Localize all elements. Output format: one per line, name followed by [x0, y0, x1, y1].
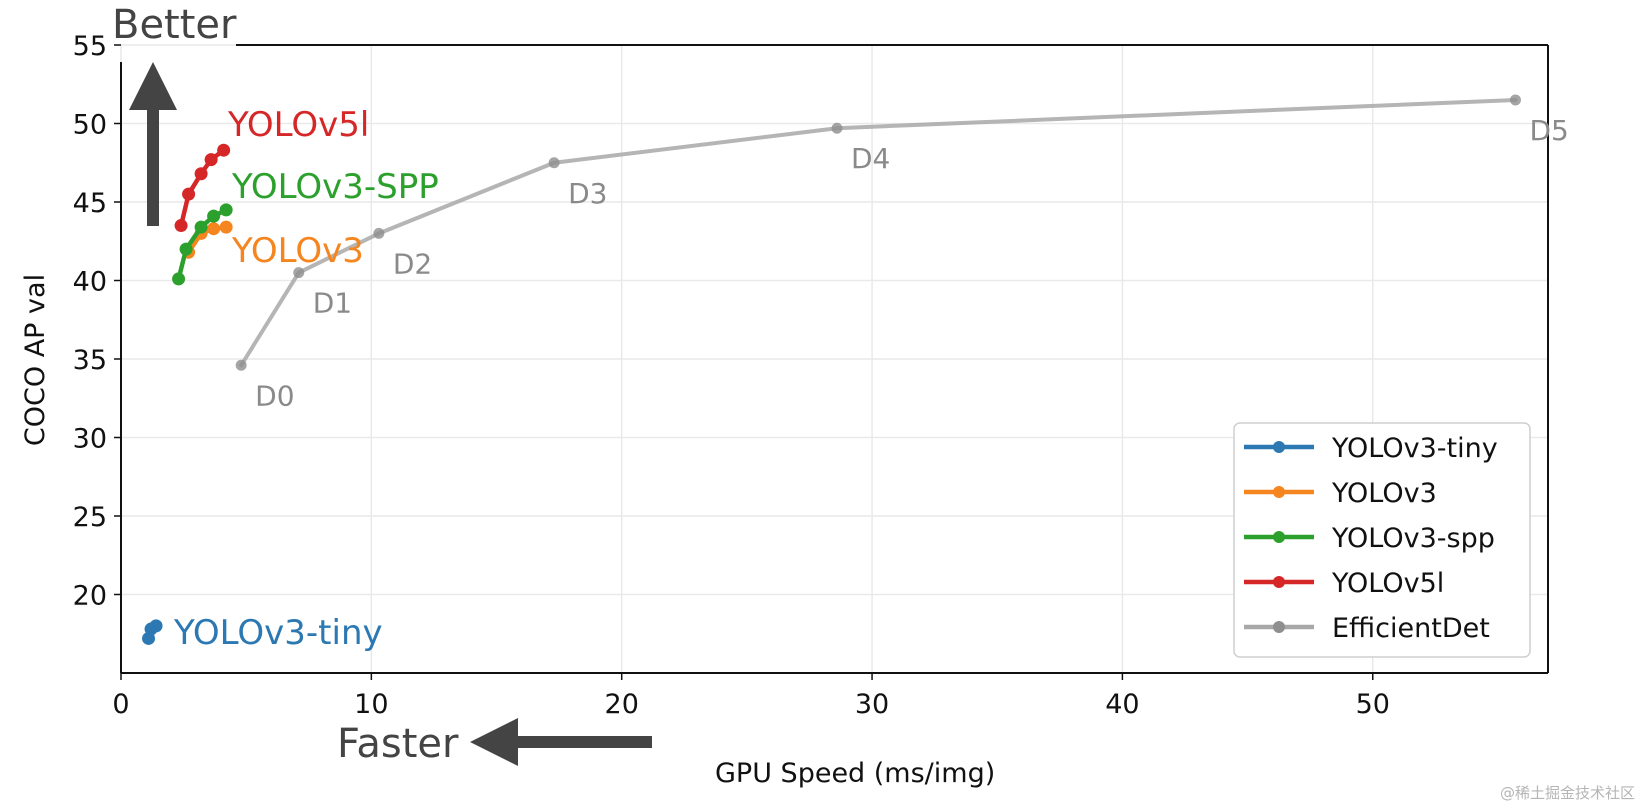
series-line-efficientdet [239, 97, 1518, 368]
data-point-yolov3 [219, 220, 233, 234]
y-tick-label: 20 [73, 581, 107, 612]
x-tick-label: 10 [354, 689, 388, 720]
y-tick-label: 40 [73, 267, 107, 298]
y-axis-label: COCO AP val [20, 274, 51, 446]
legend-swatch-marker [1273, 621, 1285, 633]
faster-label: Faster [337, 721, 459, 767]
series-inline-label: YOLOv3 [231, 231, 364, 271]
y-tick-label: 30 [73, 424, 107, 455]
y-tick-label: 50 [73, 110, 107, 141]
legend-swatch-marker [1273, 531, 1285, 543]
legend-entry-label: YOLOv3-tiny [1331, 433, 1498, 464]
data-point-efficientdet [235, 359, 247, 371]
x-tick-label: 0 [112, 689, 129, 720]
legend-entry-label: EfficientDet [1332, 613, 1490, 644]
data-point-yolov3-spp [219, 203, 233, 217]
series-inline-label: YOLOv5l [227, 105, 369, 145]
better-arrow-shaft [147, 108, 159, 226]
faster-arrow-shaft [516, 736, 652, 748]
y-tick-label: 35 [73, 345, 107, 376]
watermark: @稀土掘金技术社区 [1499, 784, 1635, 802]
data-point-efficientdet [831, 122, 843, 134]
legend-swatch-marker [1273, 441, 1285, 453]
x-tick-label: 20 [605, 689, 639, 720]
data-point-yolov3-spp [207, 209, 221, 223]
data-point-efficientdet [373, 227, 385, 239]
series-inline-label: YOLOv3-SPP [231, 167, 439, 207]
legend-entry-label: YOLOv3 [1331, 478, 1437, 509]
y-tick-label: 25 [73, 502, 107, 533]
point-label: D2 [393, 247, 432, 280]
point-label: D1 [313, 287, 352, 320]
data-point-yolov5l [217, 143, 231, 157]
better-arrow-head [129, 62, 177, 110]
data-point-yolov3-tiny [149, 619, 163, 633]
faster-arrow-head [470, 718, 518, 766]
x-tick-label: 30 [855, 689, 889, 720]
data-point-efficientdet [548, 157, 560, 169]
better-label: Better [112, 2, 237, 48]
series-inline-label: YOLOv3-tiny [173, 613, 383, 653]
point-label: D0 [255, 379, 294, 412]
y-tick-label: 55 [73, 31, 107, 62]
arrows: Better Faster [112, 2, 652, 767]
data-point-yolov3-spp [179, 242, 193, 256]
point-label: D4 [851, 142, 890, 175]
axes: 0 10 20 30 40 50 20 25 30 35 40 45 50 55 GPU Speed (ms… [20, 31, 1549, 789]
point-label: D3 [568, 177, 607, 210]
data-point-yolov5l [194, 167, 208, 181]
legend-swatch-marker [1273, 576, 1285, 588]
x-tick-label: 40 [1105, 689, 1139, 720]
data-point-yolov5l [182, 187, 196, 201]
data-point-yolov3-spp [172, 272, 186, 286]
legend: YOLOv3-tiny YOLOv3 YOLOv3-spp YOLOv5l Effici… [1233, 422, 1531, 658]
data-point-yolov5l [204, 153, 218, 167]
data-point-yolov5l [174, 219, 188, 233]
data-point-yolov3-spp [194, 220, 208, 234]
x-tick-label: 50 [1356, 689, 1390, 720]
legend-entry-label: YOLOv5l [1331, 568, 1444, 599]
point-label: D5 [1529, 114, 1568, 147]
data-point-yolov3 [207, 222, 221, 236]
data-point-efficientdet [1509, 94, 1521, 106]
y-tick-label: 45 [73, 188, 107, 219]
series-labels: D0 D1 D2 D3 D4 D5 YOLOv3-tiny YOLOv3 YOLOv3-SPP Y… [173, 105, 1569, 653]
data-point-efficientdet [293, 267, 305, 279]
plot-marks [142, 94, 1521, 645]
legend-box [1233, 422, 1531, 658]
legend-entry-label: YOLOv3-spp [1331, 523, 1495, 554]
x-axis-label: GPU Speed (ms/img) [715, 758, 995, 789]
legend-swatch-marker [1273, 486, 1285, 498]
